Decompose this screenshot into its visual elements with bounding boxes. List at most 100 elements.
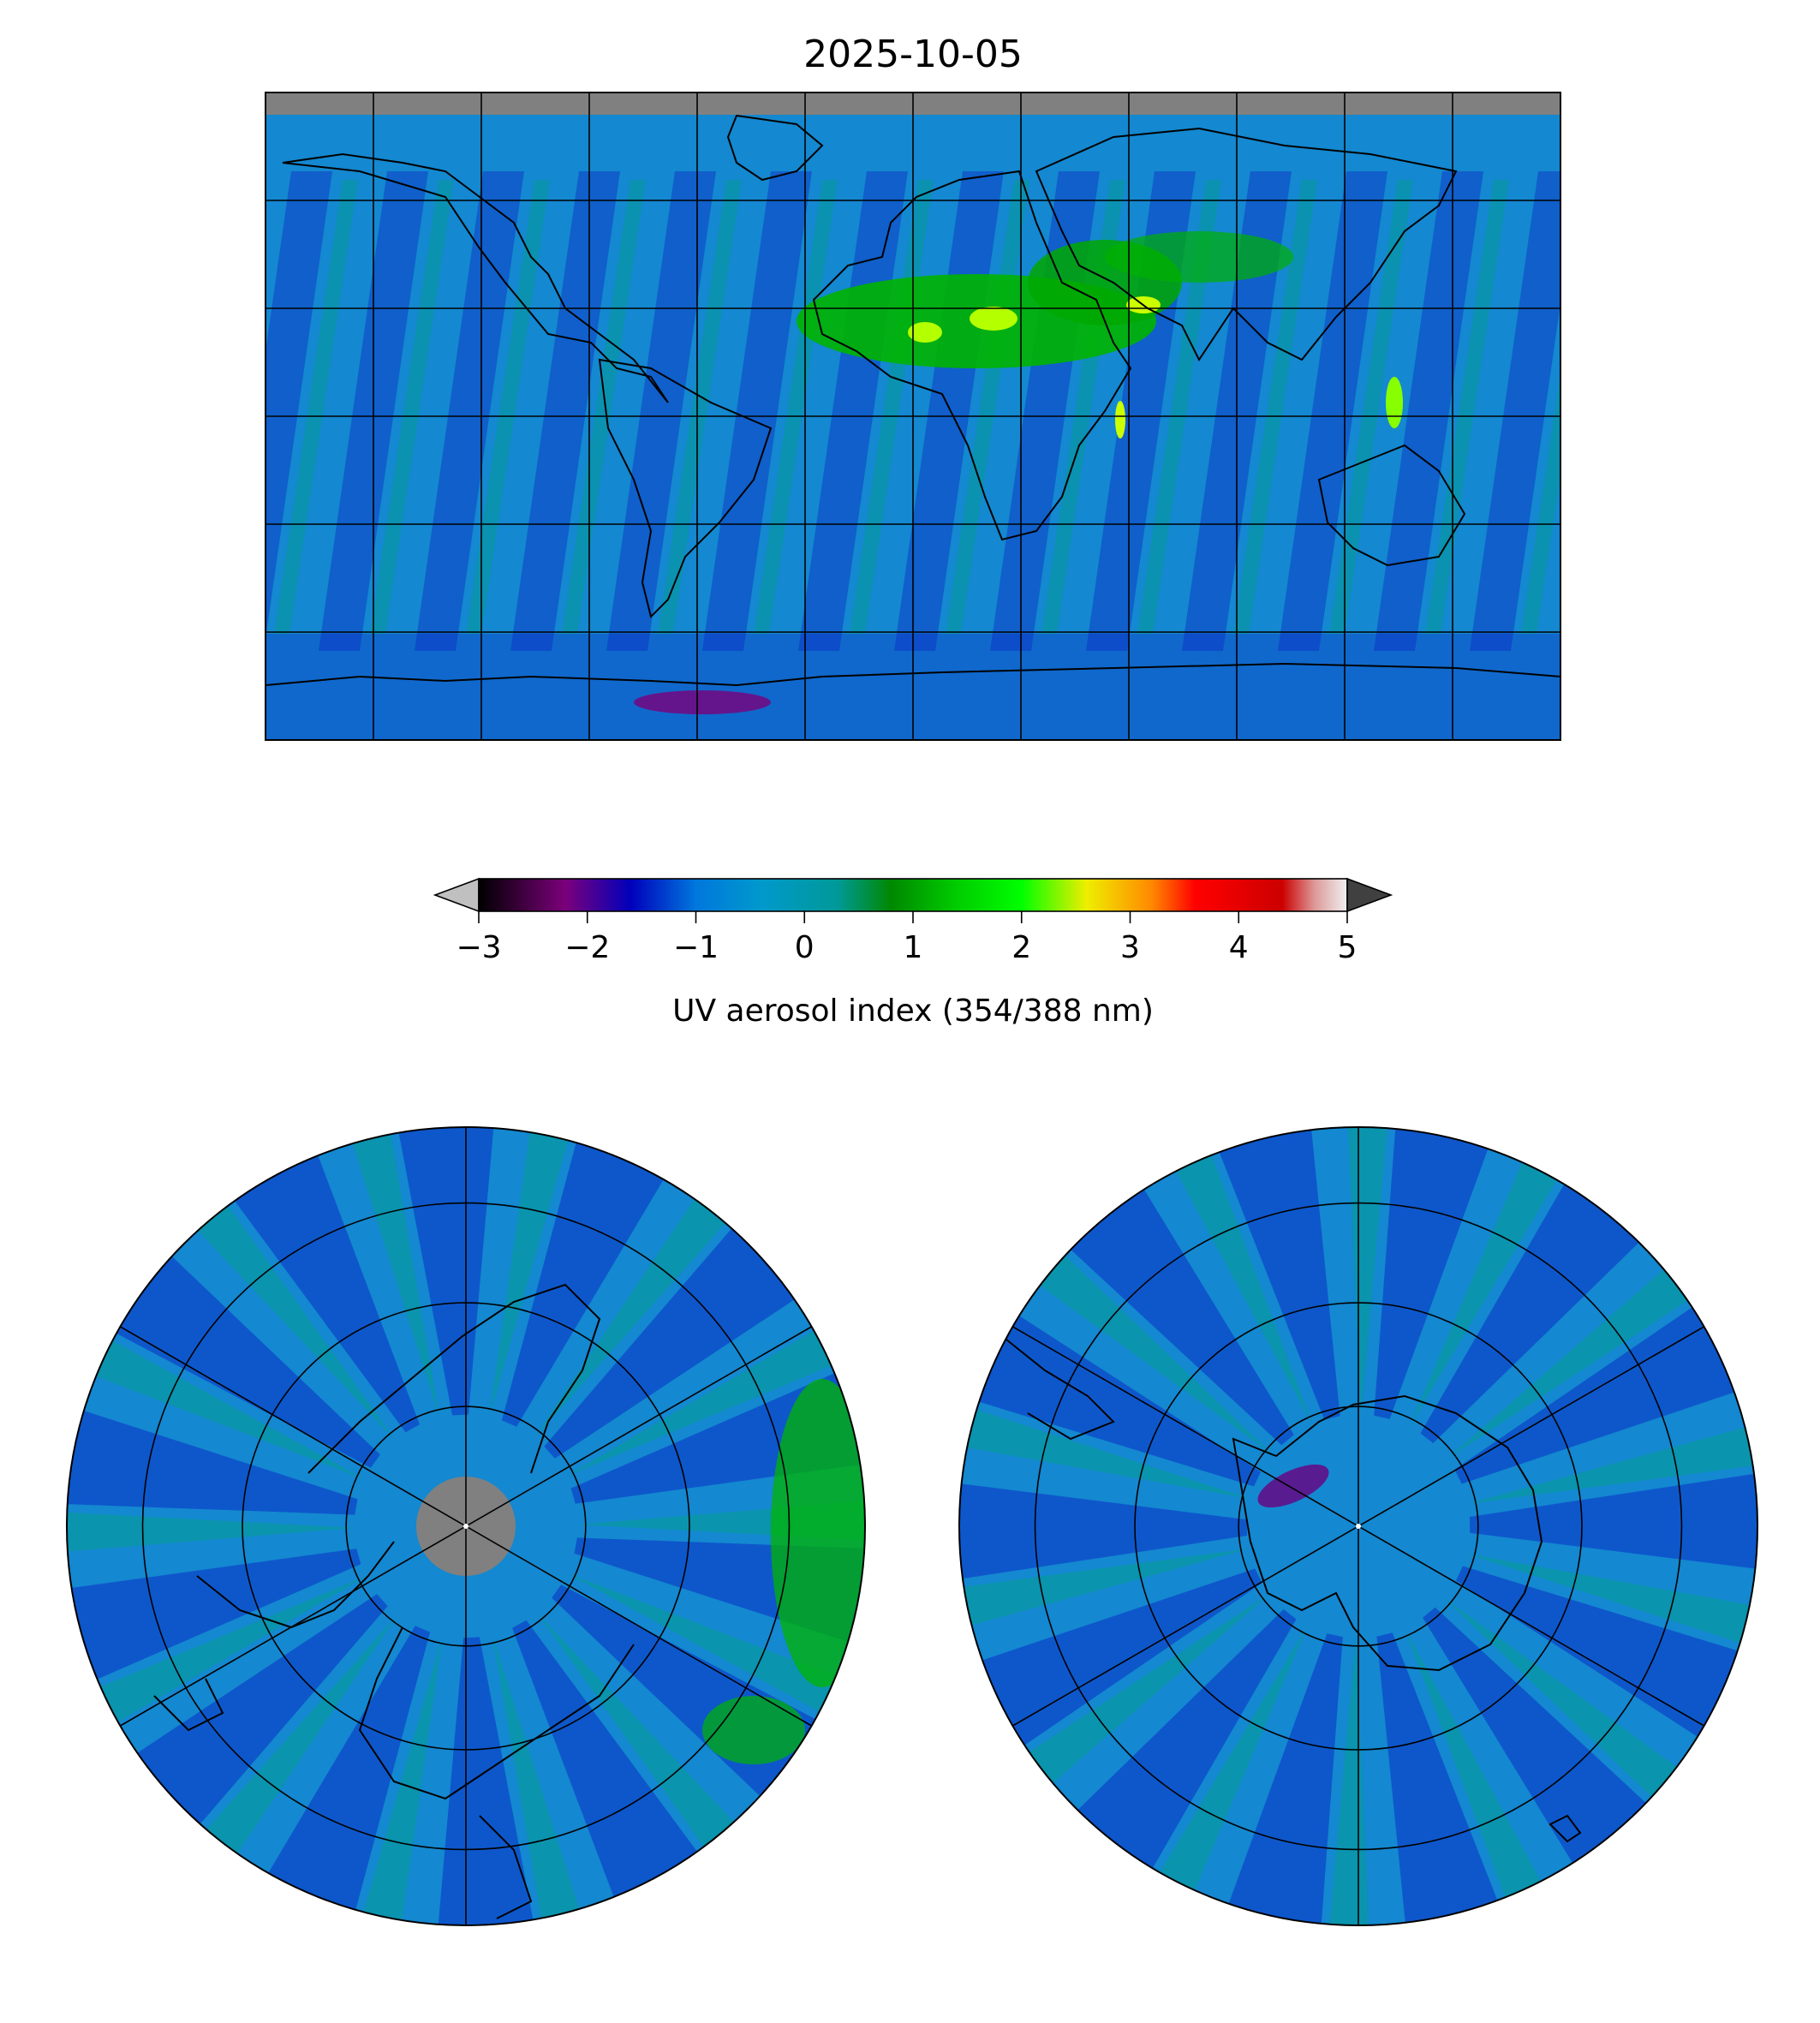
north-coast-5 bbox=[153, 1678, 224, 1732]
sahara-hotspot-1 bbox=[908, 322, 942, 343]
europe-africa-coast bbox=[812, 170, 1132, 541]
south-swaths bbox=[959, 1127, 1757, 1925]
swath-edge bbox=[184, 1189, 396, 1441]
low-index-swath bbox=[1470, 171, 1560, 651]
colorbar-tick-label: −3 bbox=[456, 930, 501, 965]
low-index-swath bbox=[960, 1304, 1261, 1487]
low-index-swath bbox=[959, 1481, 1247, 1582]
asia-coast bbox=[1035, 127, 1458, 361]
low-index-swath bbox=[963, 1568, 1262, 1757]
east-africa-hotspot bbox=[1115, 401, 1125, 439]
low-index-swath bbox=[510, 171, 620, 651]
swath-edge bbox=[81, 1576, 367, 1733]
low-index-swath bbox=[1063, 1609, 1297, 1886]
global-elevated-regions bbox=[634, 231, 1403, 714]
swath-edge bbox=[67, 1511, 355, 1554]
colorbar: −3 −2 −1 0 1 2 3 4 5 UV aerosol index (354/388 n… bbox=[433, 877, 1393, 1029]
low-index-swath bbox=[121, 1594, 388, 1840]
australia-coast bbox=[1317, 444, 1466, 567]
colorbar-ticks: −3 −2 −1 0 1 2 3 4 5 bbox=[456, 911, 1357, 965]
south-island-coast bbox=[1548, 1814, 1582, 1843]
swath-edge bbox=[562, 180, 646, 634]
north-polar-panel bbox=[66, 1126, 866, 1926]
colorbar-label: UV aerosol index (354/388 nm) bbox=[672, 994, 1154, 1029]
swath-edge bbox=[1233, 180, 1317, 634]
low-index-swath bbox=[395, 1127, 496, 1416]
north-coast-1 bbox=[307, 1283, 601, 1474]
low-index-swath bbox=[544, 1213, 811, 1459]
swath-edge bbox=[1012, 1594, 1270, 1797]
north-elevated-region-2 bbox=[702, 1696, 805, 1764]
figure-title: 2025-10-05 bbox=[803, 33, 1023, 76]
colorbar-tick-label: −1 bbox=[673, 930, 719, 965]
antarctica-coast bbox=[266, 662, 1560, 687]
swath-edge bbox=[358, 1635, 443, 1925]
low-index-swath bbox=[67, 1549, 361, 1687]
low-index-swath bbox=[258, 1626, 431, 1925]
swath-edge bbox=[1404, 1627, 1551, 1917]
colorbar-under-extension bbox=[433, 877, 480, 913]
low-index-swath bbox=[1374, 171, 1483, 651]
low-index-swath bbox=[702, 171, 812, 651]
swath-edge bbox=[959, 1403, 1250, 1499]
pole-marker bbox=[1356, 1524, 1361, 1529]
colorbar-tick-label: 5 bbox=[1338, 930, 1358, 965]
swath-edge bbox=[77, 1331, 365, 1480]
low-index-swath bbox=[98, 1242, 380, 1468]
north-elevated-region bbox=[771, 1379, 865, 1687]
swath-edge bbox=[1149, 1626, 1308, 1909]
swath-edge bbox=[754, 180, 838, 634]
swath-edge bbox=[489, 1127, 574, 1417]
north-america-coast bbox=[282, 152, 669, 403]
swath-edge bbox=[959, 1549, 1250, 1631]
swath-edge bbox=[1166, 1136, 1313, 1425]
north-graticule bbox=[120, 1127, 812, 1925]
north-panel-frame bbox=[66, 1126, 866, 1926]
swath-edge bbox=[492, 1634, 586, 1925]
pole-marker bbox=[463, 1524, 468, 1529]
north-coast-3 bbox=[358, 1626, 635, 1800]
swath-edge bbox=[466, 180, 550, 634]
low-index-swath bbox=[512, 1620, 709, 1916]
swath-edge bbox=[1346, 1127, 1389, 1415]
swath-edge bbox=[1137, 180, 1221, 634]
colorbar-tick-label: 1 bbox=[904, 930, 923, 965]
global-coastlines bbox=[266, 114, 1560, 687]
north-coast-2 bbox=[196, 1541, 395, 1629]
low-index-swath bbox=[415, 171, 524, 651]
swath-edge bbox=[1329, 180, 1413, 634]
swath-edge bbox=[1409, 1143, 1567, 1427]
south-low-region bbox=[1257, 1464, 1329, 1508]
swath-edge bbox=[536, 1612, 748, 1864]
south-america-coast bbox=[598, 358, 773, 618]
north-coast-4 bbox=[479, 1815, 533, 1919]
swath-edge bbox=[658, 180, 742, 634]
low-index-swath bbox=[1221, 1633, 1343, 1925]
low-index-swath bbox=[1212, 1127, 1340, 1420]
low-index-swath bbox=[1420, 1167, 1654, 1443]
south-aerosol-field bbox=[959, 1127, 1757, 1925]
swath-edge bbox=[565, 1320, 850, 1477]
indonesia-hotspot bbox=[1386, 377, 1403, 428]
swath-edge bbox=[1467, 1422, 1757, 1504]
low-index-swath bbox=[436, 1637, 537, 1925]
north-coastlines bbox=[153, 1283, 635, 1919]
south-graticule bbox=[1012, 1127, 1704, 1925]
colorbar-over-extension bbox=[1346, 877, 1393, 913]
low-index-swath bbox=[1456, 1566, 1757, 1748]
low-index-swath bbox=[1056, 1172, 1294, 1446]
colorbar-gradient bbox=[479, 879, 1347, 911]
colorbar-tick-label: 4 bbox=[1229, 930, 1249, 965]
colorbar-tick-label: 3 bbox=[1120, 930, 1140, 965]
swath-edge bbox=[1328, 1638, 1370, 1925]
greenland-coast bbox=[726, 114, 824, 182]
low-index-swath bbox=[606, 171, 716, 651]
south-panel-frame bbox=[958, 1126, 1758, 1926]
global-graticule bbox=[266, 92, 1560, 740]
colorbar-tick-label: 2 bbox=[1011, 930, 1031, 965]
global-map-panel bbox=[265, 92, 1561, 741]
swath-edge bbox=[1466, 1554, 1757, 1650]
swath-edge bbox=[1023, 1241, 1273, 1455]
low-index-swath bbox=[223, 1137, 420, 1433]
